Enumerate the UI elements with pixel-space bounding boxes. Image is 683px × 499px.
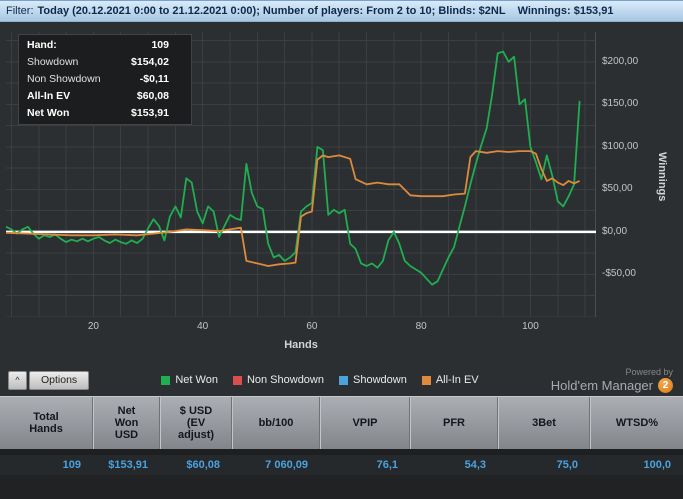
x-tick-label: 80: [415, 321, 427, 332]
x-tick-label: 20: [87, 321, 99, 332]
powered-by-text: Powered by: [625, 367, 673, 377]
winnings-chart: 20 40 60 80 100 $200,00 $150,00 $100,00 $50,00 $…: [0, 22, 683, 396]
cell-usd-ev-adjust: $60,08: [186, 459, 220, 471]
col-header-usd-ev-adjust: $ USD (EV adjust): [160, 397, 232, 449]
y-tick-label: $150,00: [602, 98, 639, 110]
col-header-net-won-usd: Net Won USD: [93, 397, 160, 449]
filter-winnings: Winnings: $153,91: [517, 5, 614, 17]
info-label: All-In EV: [27, 90, 71, 102]
col-header-pfr: PFR: [410, 397, 498, 449]
y-tick-label: -$50,00: [602, 268, 636, 280]
filter-label: Filter:: [6, 5, 34, 17]
options-collapse-button[interactable]: ^: [8, 370, 27, 390]
hand-info-box: Hand: 109 Showdown $154,02 Non Showdown …: [18, 34, 192, 125]
col-header-vpip: VPIP: [320, 397, 410, 449]
hm2-badge-icon: 2: [657, 378, 673, 393]
powered-by: Powered by Hold'em Manager 2: [551, 367, 673, 393]
legend-item-showdown[interactable]: Showdown: [339, 374, 407, 386]
table-footer-filler: [0, 475, 683, 499]
info-label: Showdown: [27, 56, 79, 68]
cell-pfr: 54,3: [464, 459, 486, 471]
legend-row: ^ Options Net Won Non Showdown Showdown …: [0, 364, 683, 396]
table-gap: [0, 449, 683, 455]
info-row-showdown: Showdown $154,02: [19, 54, 191, 71]
info-row-net-won: Net Won $153,91: [19, 105, 191, 122]
info-label: Hand:: [27, 39, 57, 51]
legend-item-non-showdown[interactable]: Non Showdown: [232, 374, 324, 386]
x-tick-label: 60: [306, 321, 318, 332]
x-axis-ticks: 20 40 60 80 100: [0, 321, 683, 335]
x-tick-label: 40: [197, 321, 209, 332]
info-row-hand: Hand: 109: [19, 37, 191, 54]
y-tick-label: $100,00: [602, 140, 639, 152]
allin-ev-swatch-icon: [421, 375, 431, 385]
cell-3bet: 75,0: [556, 459, 578, 471]
legend-label: Non Showdown: [246, 374, 324, 386]
filter-bar[interactable]: Filter: Today (20.12.2021 0:00 to 21.12.…: [0, 0, 683, 22]
col-header-wtsd: WTSD%: [590, 397, 683, 449]
legend-item-allin-ev[interactable]: All-In EV: [421, 374, 479, 386]
filter-summary[interactable]: Today (20.12.2021 0:00 to 21.12.2021 0:0…: [37, 5, 506, 17]
y-axis-ticks: $200,00 $150,00 $100,00 $50,00 $0,00 -$50,00: [602, 22, 660, 322]
showdown-swatch-icon: [339, 375, 348, 385]
info-label: Net Won: [27, 107, 70, 119]
info-value: $154,02: [131, 56, 169, 68]
net-won-swatch-icon: [161, 375, 171, 385]
info-value: 109: [151, 39, 169, 51]
brand-name: Hold'em Manager: [550, 378, 653, 393]
cell-total-hands: 109: [62, 459, 81, 471]
chart-legend: Net Won Non Showdown Showdown All-In EV: [161, 374, 479, 386]
cell-vpip: 76,1: [376, 459, 398, 471]
cell-bb100: 7 060,09: [265, 459, 308, 471]
non-showdown-swatch-icon: [232, 375, 242, 385]
options-button[interactable]: Options: [29, 370, 90, 390]
legend-item-net-won[interactable]: Net Won: [161, 374, 218, 386]
y-axis-title: Winnings: [656, 152, 668, 202]
stats-table-row[interactable]: 109 $153,91 $60,08 7 060,09 76,1 54,3 75…: [0, 455, 683, 475]
info-value: $153,91: [131, 107, 169, 119]
col-header-bb100: bb/100: [232, 397, 320, 449]
x-tick-label: 100: [522, 321, 539, 332]
options-group: ^ Options: [8, 370, 90, 390]
brand-row: Hold'em Manager 2: [551, 378, 673, 393]
col-header-3bet: 3Bet: [498, 397, 590, 449]
info-label: Non Showdown: [27, 73, 101, 85]
info-value: $60,08: [136, 90, 169, 102]
stats-table-header: Total Hands Net Won USD $ USD (EV adjust…: [0, 396, 683, 449]
cell-wtsd: 100,0: [643, 459, 671, 471]
y-tick-label: $0,00: [602, 225, 628, 237]
cell-net-won-usd: $153,91: [108, 459, 148, 471]
y-tick-label: $50,00: [602, 183, 633, 195]
y-tick-label: $200,00: [602, 55, 639, 67]
info-row-allin-ev: All-In EV $60,08: [19, 88, 191, 105]
info-value: -$0,11: [139, 73, 169, 85]
legend-label: Showdown: [353, 374, 407, 386]
info-row-non-showdown: Non Showdown -$0,11: [19, 71, 191, 88]
x-axis-title: Hands: [284, 339, 318, 351]
legend-label: Net Won: [175, 374, 218, 386]
legend-label: All-In EV: [435, 374, 479, 386]
col-header-total-hands: Total Hands: [0, 397, 93, 449]
